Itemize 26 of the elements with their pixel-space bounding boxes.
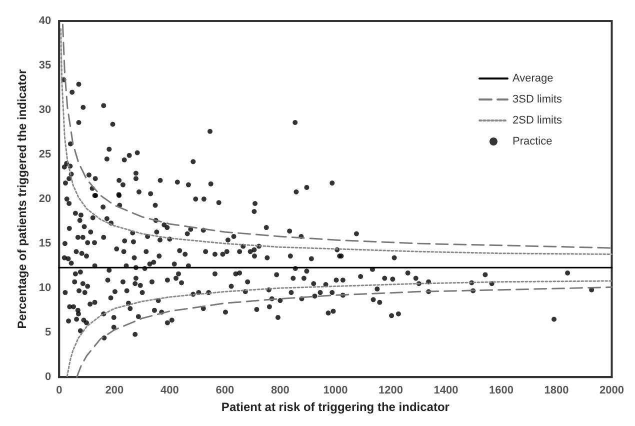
x-tick-label: 600 [216, 384, 234, 397]
x-tick-label: 1200 [378, 384, 403, 397]
x-tick-label: 0 [56, 384, 62, 397]
y-tick-label: 20 [38, 193, 52, 206]
y-tick-label: 25 [38, 148, 52, 161]
y-axis-title: Percentage of patients triggered the indicator [15, 69, 29, 329]
y-tick-label: 40 [38, 15, 52, 27]
y-tick-label: 15 [38, 238, 52, 250]
legend-label: Average [512, 72, 554, 84]
x-tick-label: 200 [105, 384, 124, 397]
legend-label: 3SD limits [512, 94, 562, 106]
x-tick-label: 1400 [434, 384, 458, 397]
y-tick-label: 30 [38, 104, 52, 116]
y-tick-label: 0 [45, 371, 52, 384]
x-tick-label: 400 [160, 384, 179, 397]
x-axis-title: Patient at risk of triggering the indicator [221, 400, 450, 414]
x-tick-label: 1000 [323, 384, 348, 397]
x-tick-label: 1600 [488, 384, 514, 397]
y-tick-label: 35 [38, 60, 52, 72]
legend-label: 2SD limits [512, 114, 562, 126]
x-tick-label: 1800 [544, 384, 569, 397]
x-tick-label: 800 [271, 384, 290, 397]
legend-label: Practice [512, 136, 552, 148]
x-tick-label: 2000 [600, 384, 624, 397]
y-tick-label: 5 [45, 326, 52, 339]
y-tick-label: 10 [38, 282, 52, 294]
